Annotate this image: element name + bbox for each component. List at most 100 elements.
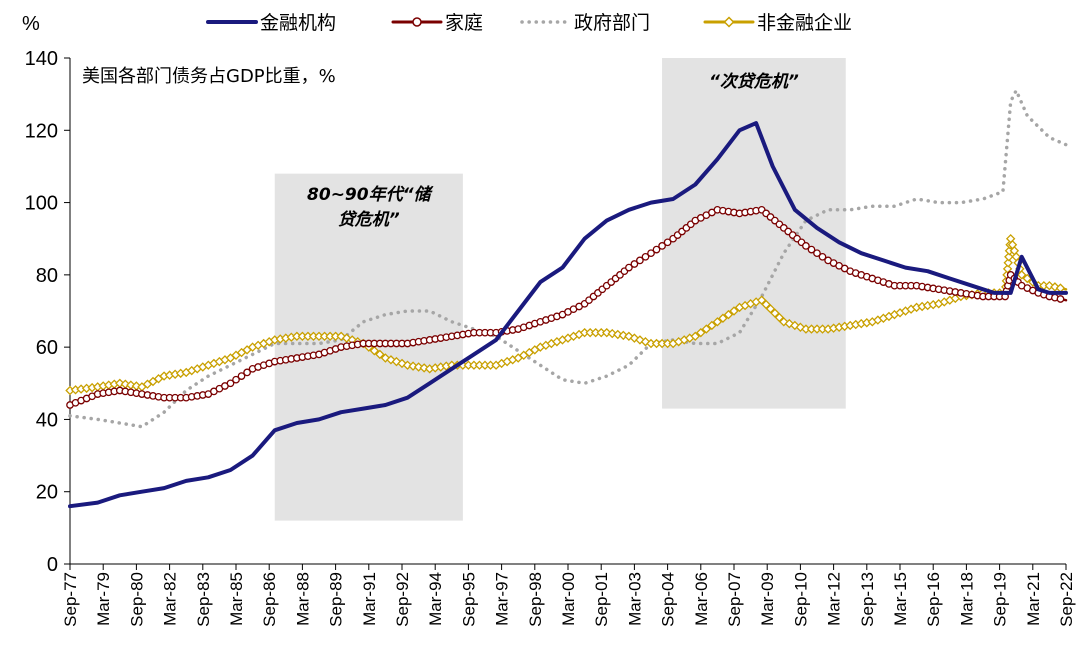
x-tick-label: Sep-01 [592, 572, 611, 627]
data-point [779, 317, 789, 327]
data-point [1022, 273, 1032, 284]
data-point [663, 238, 672, 247]
x-tick-label: Sep-98 [526, 572, 545, 627]
x-tick-label: Mar-12 [825, 572, 844, 626]
shaded-region-1-label-line2: 贷危机” [338, 210, 400, 230]
x-tick-label: Mar-79 [94, 572, 113, 626]
data-point [232, 375, 240, 384]
data-point [802, 242, 810, 250]
data-point [375, 349, 385, 360]
data-point [1017, 270, 1027, 280]
x-tick-label: Sep-19 [991, 572, 1010, 627]
x-tick-label: Sep-83 [194, 572, 213, 627]
data-point [625, 263, 633, 272]
shaded-regions [274, 58, 846, 521]
x-tick-label: Mar-85 [227, 572, 246, 626]
x-tick-label: Sep-95 [459, 572, 478, 627]
series-3 [68, 88, 1068, 429]
data-point [647, 249, 655, 258]
x-tick-label: Sep-80 [127, 572, 146, 627]
shaded-region-1-label-line1: 80~90年代“储 [307, 185, 435, 205]
data-point [818, 252, 827, 261]
x-tick-label: Sep-16 [924, 572, 943, 627]
legend-item-2: 家庭 [391, 12, 483, 34]
shaded-region-2 [662, 58, 846, 409]
legend-swatch-marker [412, 17, 422, 27]
data-point [369, 346, 380, 356]
x-tick-label: Mar-18 [957, 572, 976, 626]
x-tick-label: Mar-15 [891, 572, 910, 626]
data-point [380, 353, 391, 363]
x-tick-label: Sep-92 [393, 572, 412, 627]
legend-item-1: 金融机构 [206, 12, 336, 34]
x-tick-label: Mar-00 [559, 572, 578, 626]
legend-item-4: 非金融企业 [703, 12, 852, 34]
data-point [226, 379, 235, 388]
x-tick-label: Sep-10 [791, 572, 810, 627]
series-4 [65, 233, 1068, 396]
data-point [756, 295, 767, 305]
data-point [690, 331, 700, 342]
x-tick-label: Sep-89 [327, 572, 346, 627]
x-tick-label: Mar-09 [758, 572, 777, 626]
y-axis-unit-label: % [22, 13, 40, 35]
data-point [712, 317, 723, 327]
x-tick-label: Sep-77 [61, 572, 80, 627]
chart-title: 美国各部门债务占GDP比重，% [82, 66, 336, 87]
y-tick-label: 100 [25, 193, 58, 215]
legend-label: 家庭 [445, 12, 483, 34]
axes: 0 20 40 60 80 100 120 140 Sep-77 Mar-79 Sep-80 Mar-… [25, 48, 1076, 627]
legend-label: 非金融企业 [757, 12, 852, 34]
x-tick-label: Mar-97 [493, 572, 512, 626]
x-tick-label: Sep-07 [725, 572, 744, 627]
data-point [723, 309, 734, 320]
y-tick-label: 20 [36, 482, 58, 504]
data-point [761, 299, 771, 310]
legend-item-3: 政府部门 [520, 12, 650, 34]
data-point [624, 331, 634, 342]
data-point [696, 327, 706, 338]
data-point [641, 252, 650, 261]
series-line [68, 121, 1068, 509]
data-point [707, 320, 717, 331]
series-2 [66, 205, 1068, 409]
x-tick-label: Mar-91 [360, 572, 379, 626]
series-line [68, 88, 1068, 429]
y-tick-label: 0 [47, 554, 58, 576]
series-layer [65, 88, 1068, 509]
legend-label: 金融机构 [260, 12, 336, 34]
data-point [765, 304, 776, 314]
legend: 金融机构 家庭 政府部门 非金融企业 [206, 12, 852, 34]
y-tick-label: 80 [36, 265, 58, 287]
data-point [408, 361, 418, 371]
x-tick-label: Sep-04 [659, 572, 678, 627]
data-point [391, 356, 402, 367]
data-point [1044, 280, 1055, 291]
data-point [1056, 295, 1065, 303]
data-point [341, 333, 352, 343]
data-point [770, 308, 780, 318]
data-point [718, 313, 728, 323]
data-point [652, 245, 661, 254]
x-tick-label: Sep-86 [260, 572, 279, 627]
data-point [630, 260, 639, 268]
data-point [613, 329, 623, 340]
data-point [701, 324, 712, 334]
data-point [607, 328, 617, 339]
data-point [658, 242, 666, 250]
data-point [636, 256, 644, 265]
legend-label: 政府部门 [574, 12, 650, 34]
shaded-region-2-label: “次贷危机” [709, 72, 799, 92]
y-tick-label: 120 [25, 120, 58, 142]
x-tick-label: Mar-06 [692, 572, 711, 626]
x-tick-label: Mar-88 [293, 572, 312, 626]
data-point [790, 320, 800, 331]
data-point [1003, 258, 1013, 268]
x-tick-label: Sep-22 [1057, 572, 1076, 627]
data-point [1004, 252, 1014, 262]
x-tick-label: Mar-94 [426, 572, 445, 626]
data-point [729, 306, 739, 316]
